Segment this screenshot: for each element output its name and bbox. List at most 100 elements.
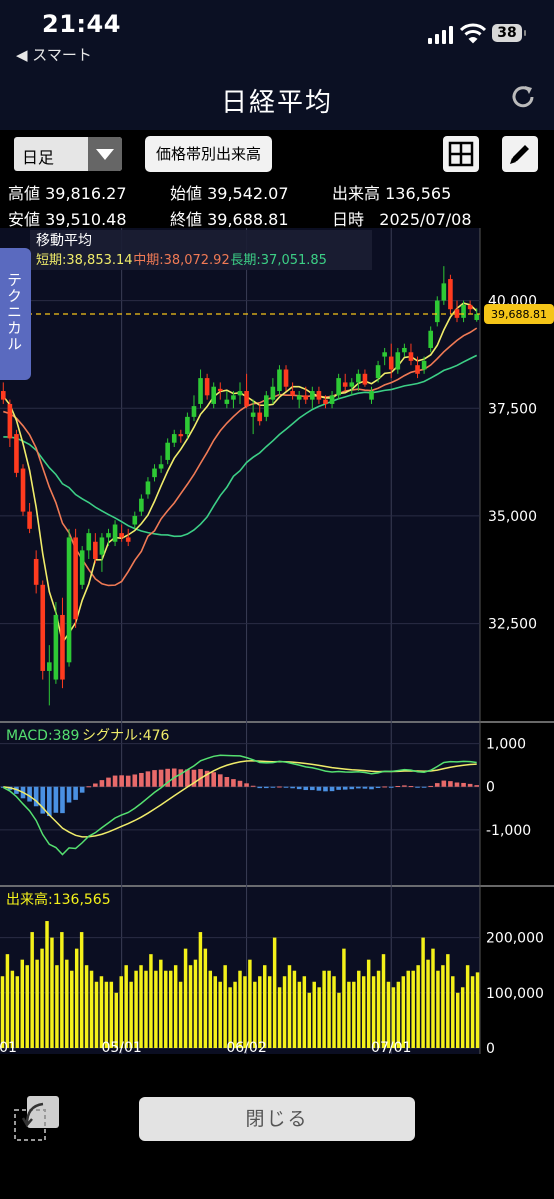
stock-chart[interactable]: 32,50035,00037,50040,00039,688.81移動平均短期:… bbox=[0, 228, 554, 1054]
macd-histogram-bar bbox=[270, 786, 276, 788]
period-select-value: 日足 bbox=[22, 148, 55, 167]
collapse-chart-icon[interactable] bbox=[13, 1094, 61, 1142]
candle bbox=[369, 391, 374, 400]
volume-bar bbox=[248, 959, 252, 1048]
candle bbox=[290, 391, 295, 396]
candle bbox=[250, 412, 256, 417]
candle bbox=[7, 403, 13, 439]
candle bbox=[467, 304, 473, 310]
macd-histogram-bar bbox=[237, 780, 243, 787]
volume-bar bbox=[60, 932, 64, 1048]
volume-bar bbox=[149, 954, 153, 1048]
candle bbox=[231, 395, 236, 400]
volume-legend: 出来高:136,565 bbox=[6, 891, 111, 908]
macd-histogram-bar bbox=[217, 774, 223, 787]
candle bbox=[277, 369, 282, 392]
volume-bar bbox=[391, 987, 396, 1048]
macd-histogram-bar bbox=[86, 786, 92, 788]
macd-histogram-bar bbox=[454, 782, 460, 787]
candle bbox=[93, 541, 98, 559]
volume-bar bbox=[465, 965, 470, 1048]
volume-bar bbox=[312, 981, 316, 1048]
macd-histogram-bar bbox=[323, 786, 328, 792]
macd-histogram-bar bbox=[244, 783, 249, 787]
open-label: 始値 bbox=[170, 184, 203, 203]
price-volume-button[interactable]: 価格帯別出来高 bbox=[145, 136, 272, 172]
technical-tab[interactable]: テクニカル bbox=[0, 248, 31, 380]
candle bbox=[283, 369, 289, 387]
volume-bar bbox=[431, 948, 435, 1048]
volume-bar bbox=[178, 981, 183, 1048]
volume-bar bbox=[139, 965, 143, 1048]
macd-histogram-bar bbox=[283, 786, 289, 788]
refresh-icon[interactable] bbox=[508, 82, 538, 112]
macd-histogram-bar bbox=[408, 786, 414, 788]
volume-bar bbox=[243, 976, 247, 1048]
navigation-bar: 日経平均 bbox=[0, 66, 554, 130]
macd-histogram-bar bbox=[106, 777, 111, 787]
volume-value: 136,565 bbox=[385, 184, 452, 203]
macd-legend-item: シグナル:476 bbox=[82, 728, 170, 744]
volume-bar bbox=[168, 970, 173, 1048]
macd-histogram-bar bbox=[40, 786, 46, 814]
macd-histogram-bar bbox=[362, 786, 368, 789]
low-value: 39,510.48 bbox=[45, 210, 127, 229]
long-ma-line bbox=[3, 354, 478, 538]
candle bbox=[198, 378, 203, 404]
volume-bar bbox=[159, 959, 163, 1048]
date-info: 日時 2025/07/08 bbox=[332, 206, 472, 230]
macd-histogram-bar bbox=[395, 785, 401, 787]
macd-histogram-bar bbox=[158, 769, 164, 787]
volume-bar bbox=[376, 970, 381, 1048]
ma-legend-item: 長期:37,051.85 bbox=[230, 253, 327, 268]
date-label: 日時 bbox=[332, 210, 365, 229]
candle bbox=[434, 300, 440, 323]
status-bar: 21:44 ◀ スマート 38 bbox=[0, 0, 554, 66]
low-info: 安値 39,510.48 bbox=[8, 206, 127, 230]
volume-bar bbox=[198, 932, 203, 1048]
volume-bar bbox=[401, 976, 406, 1048]
candle bbox=[66, 537, 72, 663]
candle bbox=[27, 511, 32, 529]
back-to-app-link[interactable]: ◀ スマート bbox=[16, 46, 92, 64]
macd-histogram-bar bbox=[53, 786, 59, 813]
macd-histogram-bar bbox=[461, 782, 466, 787]
close-info: 終値 39,688.81 bbox=[170, 206, 289, 230]
volume-bar bbox=[282, 976, 287, 1048]
volume-info: 出来高 136,565 bbox=[332, 180, 451, 204]
macd-histogram-bar bbox=[448, 781, 453, 787]
volume-bar bbox=[0, 976, 5, 1048]
volume-bar bbox=[441, 965, 445, 1048]
macd-histogram-bar bbox=[336, 786, 341, 790]
volume-bar bbox=[94, 981, 99, 1048]
macd-histogram-bar bbox=[231, 779, 236, 787]
volume-bar bbox=[381, 954, 386, 1048]
volume-bar bbox=[84, 965, 89, 1048]
candle bbox=[165, 442, 170, 460]
volume-bar bbox=[228, 987, 232, 1048]
macd-histogram-bar bbox=[402, 785, 407, 787]
volume-bar bbox=[5, 954, 10, 1048]
candle bbox=[448, 279, 453, 310]
macd-histogram-bar bbox=[277, 786, 282, 788]
macd-histogram-bar bbox=[139, 772, 144, 787]
close-button[interactable]: 閉じる bbox=[139, 1097, 415, 1141]
volume-bar bbox=[124, 965, 128, 1048]
candle bbox=[60, 614, 65, 680]
price-legend-title: 移動平均 bbox=[36, 233, 92, 249]
period-select[interactable]: 日足 bbox=[14, 137, 122, 171]
layout-grid-button[interactable] bbox=[443, 136, 479, 172]
high-info: 高値 39,816.27 bbox=[8, 180, 127, 204]
open-info: 始値 39,542.07 bbox=[170, 180, 289, 204]
volume-bar bbox=[218, 981, 222, 1048]
volume-bar bbox=[361, 976, 366, 1048]
volume-bar bbox=[322, 970, 326, 1048]
volume-bar bbox=[357, 970, 361, 1048]
candle bbox=[237, 391, 243, 396]
volume-bar bbox=[50, 937, 54, 1048]
volume-bar bbox=[406, 970, 410, 1048]
macd-panel-bg bbox=[0, 722, 480, 886]
volume-bar bbox=[371, 976, 376, 1048]
draw-button[interactable] bbox=[502, 136, 538, 172]
volume-bar bbox=[238, 970, 242, 1048]
